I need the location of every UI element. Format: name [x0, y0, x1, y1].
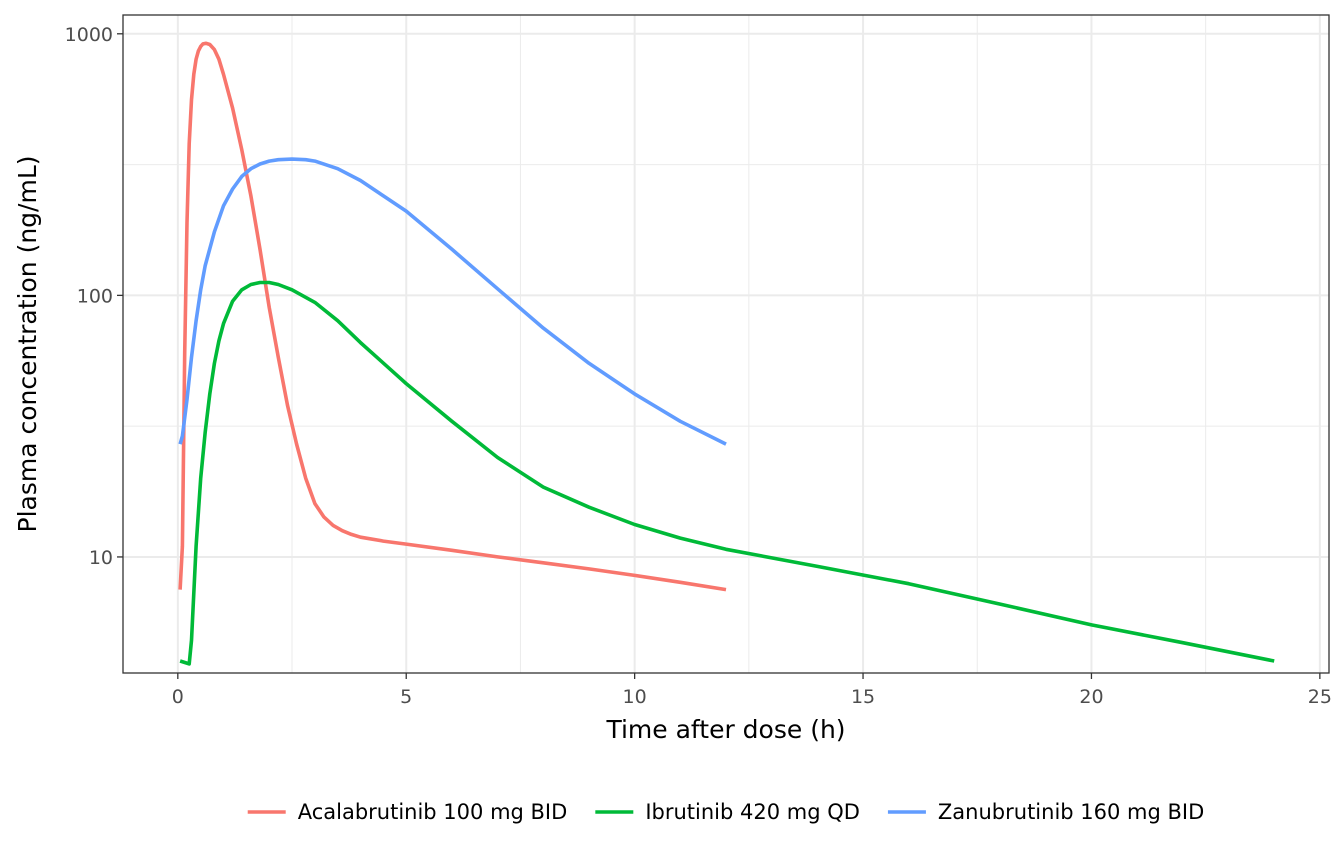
minor-gridlines	[123, 15, 1329, 673]
legend-label-2: Ibrutinib 420 mg QD	[645, 800, 860, 824]
x-tick-label: 25	[1308, 686, 1332, 708]
x-tick-label: 10	[623, 686, 647, 708]
y-tick-label: 10	[89, 547, 113, 569]
y-axis-title: Plasma concentration (ng/mL)	[13, 155, 42, 532]
plot-panel-border	[122, 14, 1330, 674]
x-tick-label: 5	[400, 686, 412, 708]
series-lines	[178, 41, 1275, 666]
x-axis: 0 5 10 15 20 25	[172, 673, 1332, 708]
legend-label-3: Zanubrutinib 160 mg BID	[938, 800, 1204, 824]
series-line-1	[178, 41, 727, 592]
y-tick-label: 1000	[65, 24, 113, 46]
y-axis: 10 100 1000	[65, 24, 123, 569]
x-axis-title: Time after dose (h)	[605, 715, 845, 744]
x-tick-label: 0	[172, 686, 184, 708]
legend: Acalabrutinib 100 mg BID Ibrutinib 420 mg…	[247, 800, 1204, 824]
plot-panel	[123, 15, 1329, 673]
series-line-3	[178, 157, 727, 446]
series-line-2	[179, 280, 1275, 666]
legend-label-1: Acalabrutinib 100 mg BID	[298, 800, 568, 824]
x-tick-label: 15	[851, 686, 875, 708]
major-gridlines	[123, 15, 1329, 673]
y-tick-label: 100	[77, 285, 113, 307]
x-tick-label: 20	[1079, 686, 1103, 708]
